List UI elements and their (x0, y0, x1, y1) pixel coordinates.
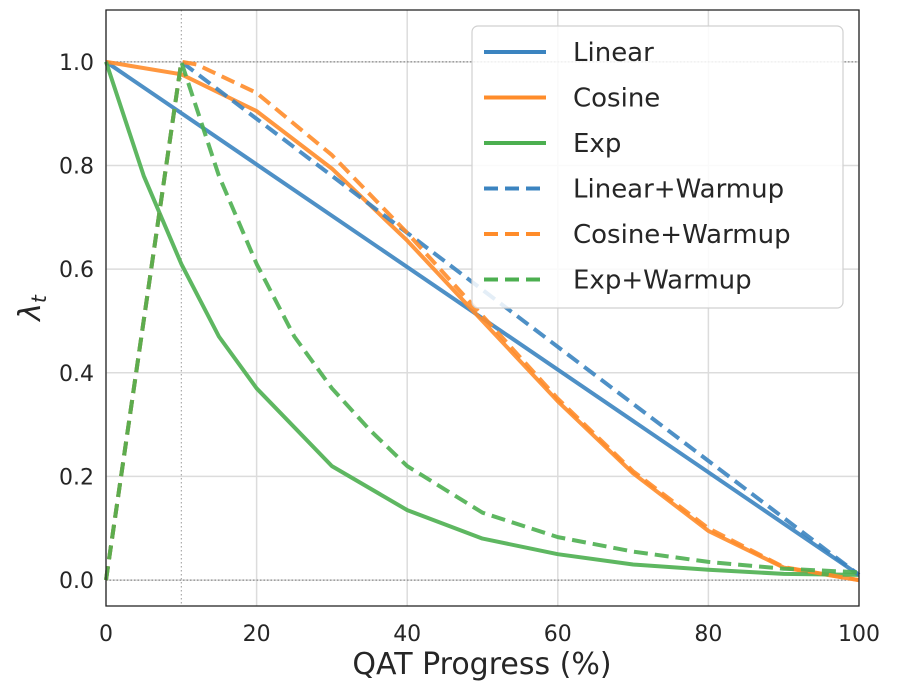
series-line-exp-warmup (104, 59, 860, 581)
y-tick-label: 0.2 (59, 465, 94, 490)
y-axis-label: λt (13, 294, 51, 323)
x-tick-labels: 0 20 40 60 80 100 (99, 622, 880, 647)
y-tick-label: 1.0 (59, 51, 94, 76)
y-tick-label: 0.0 (59, 569, 94, 594)
x-tick-label: 80 (694, 622, 722, 647)
x-axis-label: QAT Progress (%) (352, 647, 611, 682)
y-axis-label-main: λ (13, 303, 48, 323)
legend-box (471, 25, 844, 309)
x-tick-label: 100 (838, 622, 880, 647)
x-tick-label: 40 (393, 622, 421, 647)
y-tick-label: 0.8 (59, 154, 94, 179)
legend-label: Exp+Warmup (573, 266, 752, 296)
y-tick-labels: 0.0 0.2 0.4 0.6 0.8 1.0 (59, 51, 94, 594)
legend-label: Cosine+Warmup (573, 220, 791, 250)
x-tick-label: 0 (99, 622, 113, 647)
y-axis-label-sub: t (27, 294, 51, 303)
series-line-cosine-warmup (104, 59, 860, 583)
legend-label: Linear (573, 38, 654, 68)
x-tick-label: 60 (544, 622, 572, 647)
legend-label: Cosine (573, 84, 660, 114)
legend-label: Linear+Warmup (573, 175, 784, 205)
legend: Linear Cosine Exp Linear+Warmup Cosine+Warmu… (471, 25, 844, 309)
legend-label: Exp (573, 129, 621, 159)
x-tick-label: 20 (243, 622, 271, 647)
series-line-exp (104, 61, 860, 577)
plot-frame (105, 9, 860, 607)
series-lines (104, 59, 861, 583)
y-tick-label: 0.4 (59, 362, 94, 387)
y-tick-label: 0.6 (59, 258, 94, 283)
